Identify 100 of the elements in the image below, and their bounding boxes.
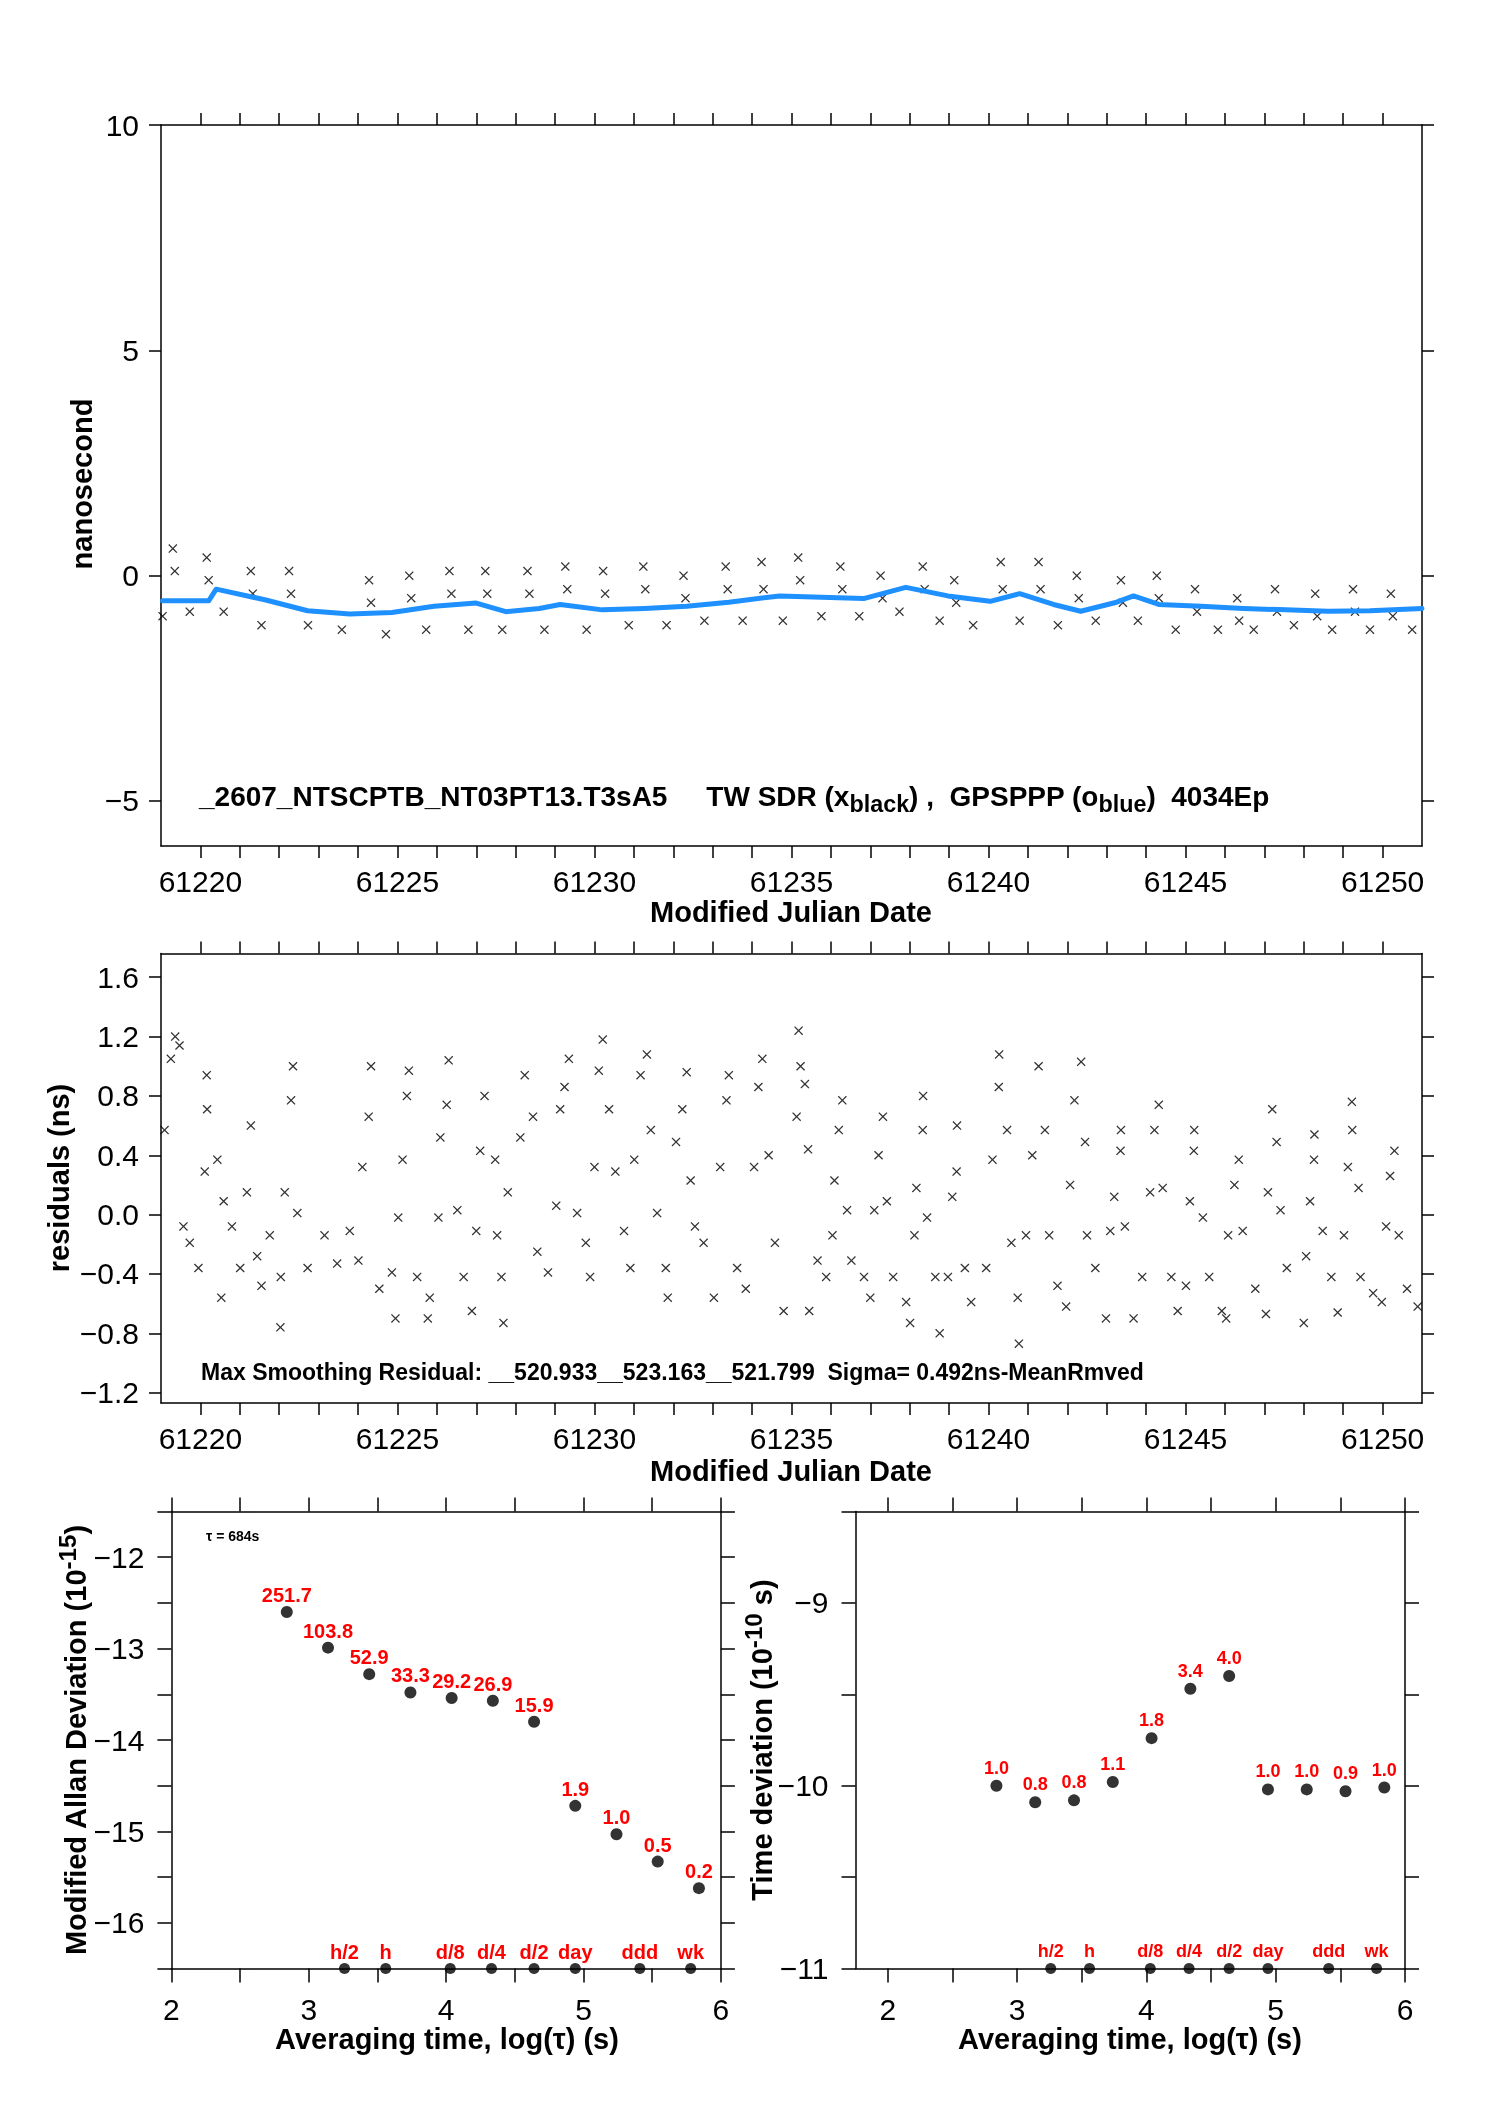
y-tick-label: 0.4 [97,1138,139,1172]
annotation: 1.0 [602,1806,631,1829]
annotation: h [379,1940,392,1963]
annotation: 0.8 [1022,1774,1048,1795]
annotation: Max Smoothing Residual: __520.933__523.163__521.799 Sigma= 0.492ns-MeanRmved [201,1359,1144,1386]
annotation: d/2 [519,1940,549,1963]
annotation: 26.9 [473,1672,513,1695]
annotation: 3.4 [1177,1660,1203,1681]
annotation: 29.2 [432,1669,472,1692]
point [1339,1785,1352,1798]
y-axis-title: residuals (ns) [43,1083,76,1273]
y-tick-label: −12 [93,1540,145,1574]
point [1323,1963,1335,1975]
point [1084,1963,1096,1975]
point [1183,1963,1195,1975]
annotation: ddd [1312,1940,1346,1961]
annotation: 103.8 [302,1619,354,1642]
annotation: wk [1363,1940,1390,1961]
x-tick-label: 61250 [1340,1421,1425,1455]
annotation: 0.5 [643,1833,672,1856]
annotation: day [558,1940,594,1963]
point [404,1686,417,1699]
y-tick-label: −9 [794,1586,829,1620]
y-tick-label: 5 [122,333,139,367]
point [685,1963,697,1975]
annotation: 0.2 [685,1860,713,1883]
annotation: d/4 [1176,1940,1203,1961]
y-tick-label: −10 [777,1769,829,1803]
annotation: 0.8 [1061,1772,1087,1793]
point [339,1963,350,1975]
point [1261,1783,1274,1796]
point [528,1963,540,1975]
annotation: d/4 [477,1940,507,1963]
annotation: 1.0 [983,1757,1009,1778]
point [363,1668,376,1681]
x-tick-label: 61245 [1143,1421,1228,1455]
annotation: 52.9 [349,1646,389,1669]
annotation: τ = 684s [206,1528,260,1545]
point [569,1963,581,1975]
x-tick-label: 61240 [946,1421,1031,1455]
point [280,1605,293,1618]
y-tick-label: −15 [93,1814,145,1848]
x-tick-label: 2 [163,1993,180,2027]
point [1045,1963,1057,1975]
point [486,1694,499,1707]
annotation: 1.0 [1371,1759,1397,1780]
y-tick-label: −1.2 [79,1376,139,1410]
point [1378,1781,1391,1794]
point [610,1828,623,1841]
annotation: h/2 [1037,1940,1064,1961]
annotation: h/2 [330,1940,359,1963]
annotation: 33.3 [390,1664,430,1687]
annotation: wk [676,1940,705,1963]
point [1223,1669,1236,1682]
y-tick-label: 0.8 [97,1079,139,1113]
point [1068,1794,1081,1807]
y-tick-label: 1.6 [97,960,139,994]
x-tick-label: 61235 [749,1421,834,1455]
y-tick-label: −16 [93,1906,145,1940]
x-tick-label: 6 [712,1993,730,2027]
annotation: 1.0 [1294,1761,1320,1782]
x-tick-label: 61220 [158,1421,243,1455]
annotation: 4.0 [1216,1647,1242,1668]
annotation: d/8 [435,1940,465,1963]
annotation: d/8 [1137,1940,1164,1961]
y-tick-label: 10 [105,108,139,142]
point [1223,1963,1235,1975]
point [445,1691,458,1704]
x-tick-label: 61250 [1340,864,1425,898]
point [1184,1682,1197,1695]
point [990,1779,1003,1792]
annotation: 251.7 [261,1583,312,1606]
point [1106,1776,1119,1789]
point [634,1963,646,1975]
y-tick-label: −0.8 [79,1316,139,1350]
x-tick-label: 61225 [355,1421,440,1455]
x-tick-label: 6 [1396,1993,1414,2027]
y-tick-label: −13 [93,1632,145,1666]
annotation: 1.1 [1100,1754,1126,1775]
point [486,1963,497,1975]
point [1262,1963,1274,1975]
point [322,1641,335,1654]
point [1145,1732,1158,1745]
annotation: 1.9 [561,1777,590,1800]
point [444,1963,456,1975]
y-tick-label: −11 [779,1952,829,1986]
point [1144,1963,1156,1975]
point [651,1855,664,1868]
y-tick-label: 0.0 [97,1198,139,1232]
point [569,1799,582,1812]
x-tick-label: 61230 [552,1421,637,1455]
point [1371,1963,1383,1975]
annotation: 0.9 [1333,1763,1359,1784]
annotation: 1.8 [1139,1710,1165,1731]
annotation: ddd [621,1940,659,1963]
point [380,1963,392,1975]
y-tick-label: −0.4 [79,1257,139,1291]
annotation: d/2 [1216,1940,1243,1961]
annotation: h [1084,1940,1096,1961]
point [1029,1796,1042,1809]
